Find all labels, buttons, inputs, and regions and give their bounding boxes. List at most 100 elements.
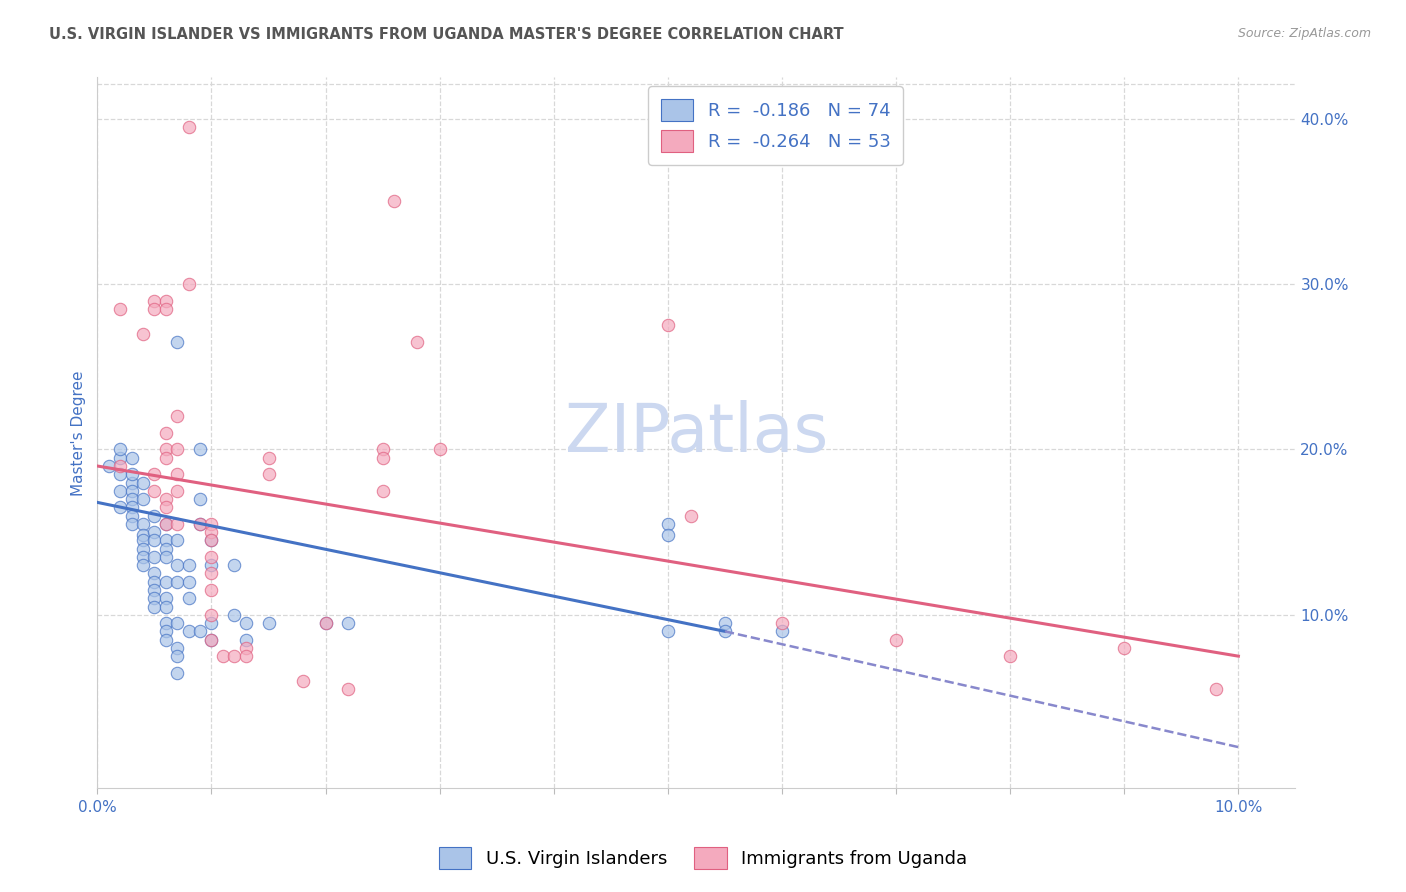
Point — [132, 475, 155, 490]
Point — [884, 632, 907, 647]
Point — [166, 467, 188, 482]
Point — [770, 624, 793, 639]
Point — [155, 624, 177, 639]
Point — [132, 528, 155, 542]
Point — [382, 194, 405, 209]
Point — [177, 574, 200, 589]
Point — [132, 549, 155, 564]
Point — [97, 458, 120, 473]
Point — [143, 525, 166, 540]
Point — [155, 533, 177, 548]
Point — [166, 649, 188, 664]
Point — [200, 566, 222, 581]
Point — [143, 301, 166, 316]
Point — [177, 624, 200, 639]
Point — [132, 558, 155, 573]
Point — [166, 442, 188, 457]
Point — [132, 533, 155, 548]
Point — [257, 467, 280, 482]
Point — [155, 516, 177, 531]
Point — [155, 492, 177, 507]
Point — [235, 640, 257, 655]
Point — [155, 632, 177, 647]
Point — [235, 616, 257, 631]
Point — [188, 516, 211, 531]
Point — [121, 483, 143, 498]
Point — [200, 607, 222, 622]
Point — [155, 541, 177, 556]
Text: U.S. VIRGIN ISLANDER VS IMMIGRANTS FROM UGANDA MASTER'S DEGREE CORRELATION CHART: U.S. VIRGIN ISLANDER VS IMMIGRANTS FROM … — [49, 27, 844, 42]
Point — [143, 293, 166, 308]
Point — [155, 442, 177, 457]
Point — [155, 616, 177, 631]
Point — [132, 541, 155, 556]
Point — [132, 326, 155, 341]
Point — [200, 582, 222, 597]
Point — [132, 516, 155, 531]
Point — [143, 467, 166, 482]
Point — [166, 334, 188, 349]
Point — [166, 483, 188, 498]
Legend: U.S. Virgin Islanders, Immigrants from Uganda: U.S. Virgin Islanders, Immigrants from U… — [430, 838, 976, 879]
Point — [108, 450, 131, 465]
Point — [657, 528, 679, 542]
Point — [224, 649, 246, 664]
Point — [188, 624, 211, 639]
Point — [155, 549, 177, 564]
Point — [200, 549, 222, 564]
Point — [166, 640, 188, 655]
Point — [224, 607, 246, 622]
Point — [155, 301, 177, 316]
Point — [121, 500, 143, 515]
Point — [177, 558, 200, 573]
Point — [121, 475, 143, 490]
Point — [143, 574, 166, 589]
Point — [143, 591, 166, 606]
Point — [143, 582, 166, 597]
Point — [108, 442, 131, 457]
Point — [121, 492, 143, 507]
Point — [657, 318, 679, 333]
Point — [200, 632, 222, 647]
Point — [235, 632, 257, 647]
Point — [429, 442, 451, 457]
Point — [177, 120, 200, 134]
Point — [998, 649, 1021, 664]
Point — [212, 649, 235, 664]
Point — [235, 649, 257, 664]
Point — [166, 558, 188, 573]
Legend: R =  -0.186   N = 74, R =  -0.264   N = 53: R = -0.186 N = 74, R = -0.264 N = 53 — [648, 87, 903, 165]
Point — [143, 566, 166, 581]
Point — [155, 450, 177, 465]
Point — [257, 450, 280, 465]
Point — [337, 616, 360, 631]
Point — [155, 599, 177, 614]
Point — [155, 500, 177, 515]
Point — [371, 450, 394, 465]
Point — [200, 516, 222, 531]
Point — [371, 483, 394, 498]
Point — [177, 591, 200, 606]
Text: Source: ZipAtlas.com: Source: ZipAtlas.com — [1237, 27, 1371, 40]
Point — [679, 508, 702, 523]
Point — [121, 450, 143, 465]
Point — [315, 616, 337, 631]
Point — [224, 558, 246, 573]
Point — [121, 508, 143, 523]
Point — [657, 516, 679, 531]
Point — [108, 301, 131, 316]
Y-axis label: Master's Degree: Master's Degree — [72, 370, 86, 496]
Point — [188, 442, 211, 457]
Point — [166, 533, 188, 548]
Point — [714, 616, 737, 631]
Point — [337, 682, 360, 697]
Point — [200, 525, 222, 540]
Point — [121, 516, 143, 531]
Point — [657, 624, 679, 639]
Point — [200, 533, 222, 548]
Point — [108, 500, 131, 515]
Point — [200, 632, 222, 647]
Point — [143, 483, 166, 498]
Point — [143, 549, 166, 564]
Point — [166, 516, 188, 531]
